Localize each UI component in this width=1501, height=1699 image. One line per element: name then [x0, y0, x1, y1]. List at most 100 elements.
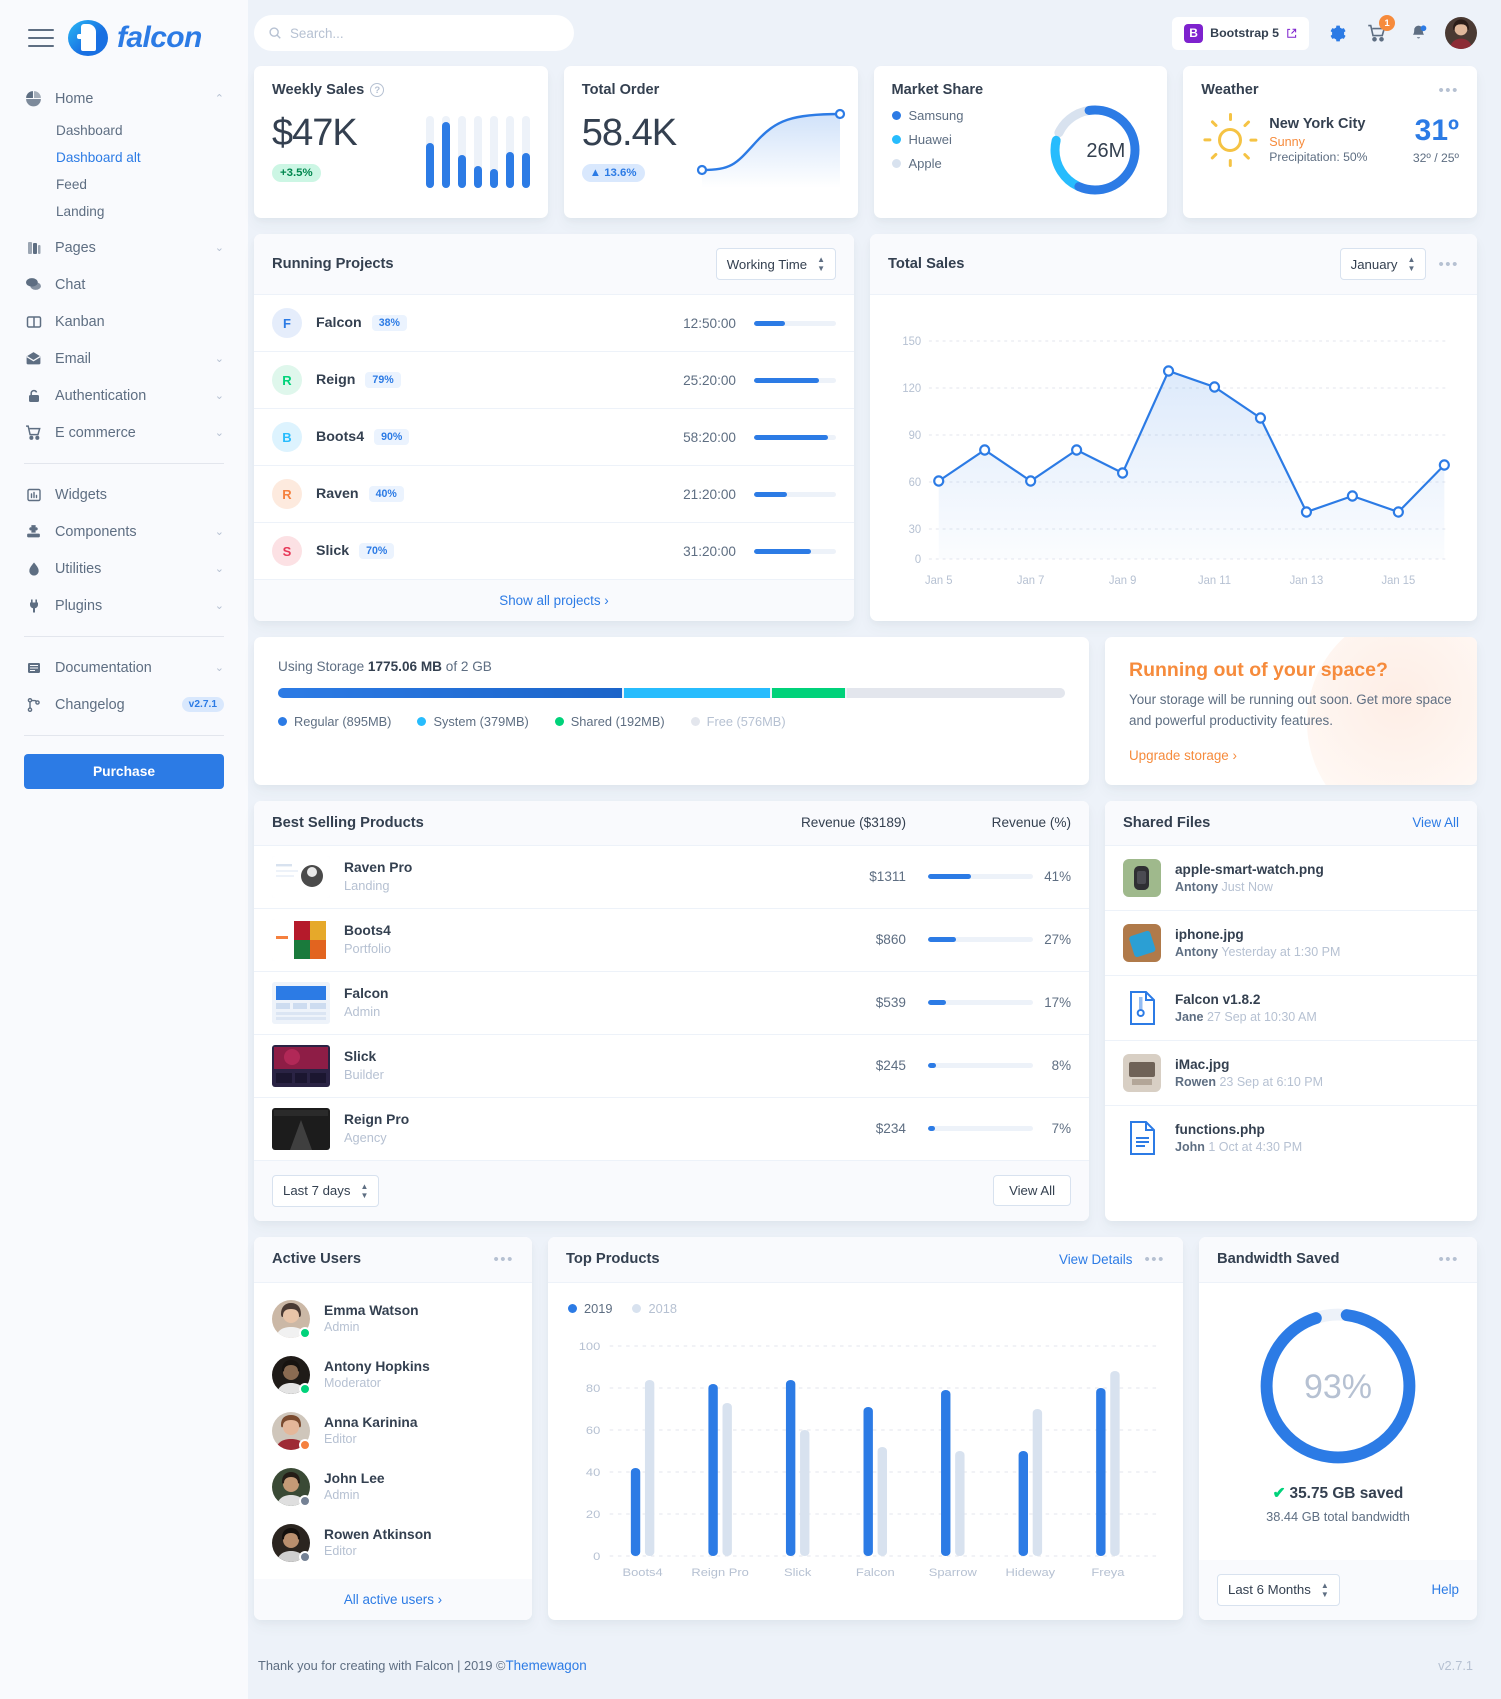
active-users-more-icon[interactable]: ••• — [493, 1250, 514, 1268]
product-row[interactable]: Slick Builder $245 8% — [254, 1035, 1089, 1098]
menu-toggle-icon[interactable] — [28, 29, 54, 47]
top-products-title: Top Products — [566, 1251, 660, 1268]
bootstrap5-link[interactable]: B Bootstrap 5 — [1172, 16, 1309, 50]
active-user-row[interactable]: Emma Watson Admin — [254, 1291, 532, 1347]
sidebar-item-home[interactable]: Home ⌃ — [10, 80, 238, 117]
sidebar-item-authentication[interactable]: Authentication ⌄ — [10, 377, 238, 414]
search-icon — [269, 27, 281, 39]
storage-legend-item: System (379MB) — [417, 714, 529, 729]
all-active-users-link[interactable]: All active users › — [343, 1591, 443, 1607]
sidebar-item-plugins[interactable]: Plugins ⌄ — [10, 587, 238, 624]
sidebar-item-dashboard-alt[interactable]: Dashboard alt — [56, 150, 141, 165]
month-value: January — [1350, 256, 1398, 272]
show-all-projects-link[interactable]: Show all projects › — [499, 593, 609, 608]
bandwidth-more-icon[interactable]: ••• — [1438, 1250, 1459, 1268]
sidebar-item-email[interactable]: Email ⌄ — [10, 340, 238, 377]
weather-temperature: 31º — [1414, 113, 1459, 147]
product-row[interactable]: Raven Pro Landing $1311 41% — [254, 846, 1089, 909]
legend-dot — [891, 135, 901, 144]
product-row[interactable]: Reign Pro Agency $234 7% — [254, 1098, 1089, 1161]
shared-files-view-all-link[interactable]: View All — [1412, 815, 1459, 831]
shared-file-row[interactable]: functions.php John 1 Oct at 4:30 PM — [1105, 1106, 1477, 1170]
active-user-row[interactable]: Rowen Atkinson Editor — [254, 1515, 532, 1571]
top-products-chart: 100 80 60 40 20 0 B — [548, 1318, 1183, 1599]
sidebar-item-utilities[interactable]: Utilities ⌄ — [10, 550, 238, 587]
sidebar-item-chat[interactable]: Chat — [10, 266, 238, 303]
project-row[interactable]: F Falcon 38% 12:50:00 — [254, 295, 854, 352]
market-share-legend: Samsung Huawei Apple — [891, 108, 1150, 171]
sidebar-item-pages[interactable]: Pages ⌄ — [10, 229, 238, 266]
sidebar-item-documentation[interactable]: Documentation ⌄ — [10, 649, 238, 686]
active-user-row[interactable]: John Lee Admin — [254, 1459, 532, 1515]
themewagon-link[interactable]: Themewagon — [505, 1657, 587, 1673]
active-users-card: Active Users ••• Emma Watson Admin Antony… — [254, 1236, 532, 1620]
shared-file-row[interactable]: apple-smart-watch.png Antony Just Now — [1105, 846, 1477, 911]
product-revenue-meter — [928, 937, 1033, 943]
bandwidth-gauge: 93% — [1260, 1308, 1416, 1463]
view-details-link[interactable]: View Details — [1059, 1251, 1133, 1267]
sidebar-item-ecommerce[interactable]: E commerce ⌄ — [10, 414, 238, 451]
running-projects-title: Running Projects — [272, 256, 394, 272]
user-name: Antony Hopkins — [324, 1359, 430, 1375]
puzzle-icon — [24, 522, 43, 541]
project-name: Raven — [316, 486, 359, 502]
search-box[interactable] — [254, 15, 574, 51]
search-input[interactable] — [290, 25, 560, 41]
shared-file-row[interactable]: iphone.jpg Antony Yesterday at 1:30 PM — [1105, 911, 1477, 976]
notifications-button[interactable] — [1404, 19, 1432, 47]
sidebar-item-label: E commerce — [55, 424, 136, 441]
product-row[interactable]: Boots4 Portfolio $860 27% — [254, 909, 1089, 972]
help-icon[interactable]: ? — [370, 83, 385, 97]
shared-files-title: Shared Files — [1123, 814, 1211, 831]
month-select[interactable]: January ▲ ▼ — [1339, 248, 1427, 280]
weather-more-icon[interactable]: ••• — [1438, 82, 1459, 99]
working-time-value: Working Time — [726, 256, 808, 272]
project-progress-bar — [754, 377, 836, 383]
total-sales-more-icon[interactable]: ••• — [1438, 255, 1459, 273]
brand-logo-group[interactable]: falcon — [68, 18, 202, 58]
bootstrap5-label: Bootstrap 5 — [1210, 26, 1279, 40]
active-user-row[interactable]: Antony Hopkins Moderator — [254, 1347, 532, 1403]
storage-legend-item: Shared (192MB) — [554, 714, 665, 729]
sidebar-item-label: Home — [55, 90, 94, 107]
shared-file-row[interactable]: iMac.jpg Rowen 23 Sep at 6:10 PM — [1105, 1041, 1477, 1106]
purchase-button[interactable]: Purchase — [24, 754, 224, 789]
project-row[interactable]: S Slick 70% 31:20:00 — [254, 523, 854, 580]
product-revenue: $860 — [875, 932, 906, 948]
sidebar-item-feed[interactable]: Feed — [56, 177, 87, 192]
plug-icon — [24, 596, 43, 615]
user-avatar[interactable] — [1445, 17, 1477, 49]
project-row[interactable]: R Raven 40% 21:20:00 — [254, 466, 854, 523]
bandwidth-range-select[interactable]: Last 6 Months ▲ ▼ — [1217, 1573, 1340, 1606]
sidebar-item-dashboard[interactable]: Dashboard — [56, 123, 123, 138]
date-range-select[interactable]: Last 7 days ▲ ▼ — [272, 1174, 380, 1207]
settings-button[interactable] — [1322, 19, 1350, 47]
project-row[interactable]: B Boots4 90% 58:20:00 — [254, 409, 854, 466]
shared-file-row[interactable]: Falcon v1.8.2 Jane 27 Sep at 10:30 AM — [1105, 976, 1477, 1041]
cart-button[interactable]: 1 — [1363, 15, 1395, 47]
view-all-products-button[interactable]: View All — [993, 1175, 1071, 1207]
upgrade-storage-link[interactable]: Upgrade storage › — [1129, 747, 1237, 763]
sidebar-item-components[interactable]: Components ⌄ — [10, 513, 238, 550]
help-link[interactable]: Help — [1431, 1582, 1459, 1598]
active-user-row[interactable]: Anna Karinina Editor — [254, 1403, 532, 1459]
sidebar: falcon Home ⌃ Dashboard Dashboard alt Fe… — [0, 0, 248, 1699]
svg-text:Jan 11: Jan 11 — [1198, 575, 1231, 587]
sidebar-item-kanban[interactable]: Kanban — [10, 303, 238, 340]
bottom-row: Active Users ••• Emma Watson Admin Antony… — [254, 1236, 1477, 1620]
total-sales-title: Total Sales — [888, 256, 965, 272]
legend-2019: 2019 — [568, 1301, 612, 1316]
project-row[interactable]: R Reign 79% 25:20:00 — [254, 352, 854, 409]
top-products-more-icon[interactable]: ••• — [1144, 1250, 1165, 1268]
sidebar-item-label: Utilities — [55, 560, 102, 577]
project-progress-badge: 79% — [365, 372, 401, 388]
product-row[interactable]: Falcon Admin $539 17% — [254, 972, 1089, 1035]
working-time-select[interactable]: Working Time ▲ ▼ — [715, 248, 836, 280]
sidebar-item-landing[interactable]: Landing — [56, 204, 105, 219]
weather-precipitation: Precipitation: 50% — [1269, 150, 1368, 164]
status-indicator — [299, 1326, 311, 1339]
sidebar-item-changelog[interactable]: Changelog v2.7.1 — [10, 686, 238, 723]
sidebar-divider — [24, 463, 224, 464]
sidebar-item-widgets[interactable]: Widgets — [10, 476, 238, 513]
